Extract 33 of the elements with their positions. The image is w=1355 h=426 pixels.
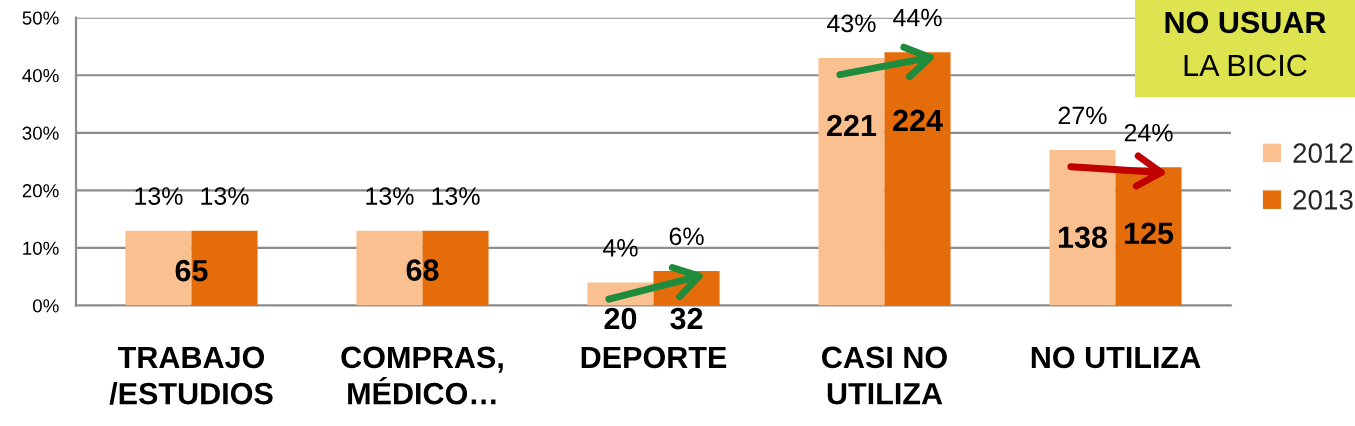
- data-label: 4%: [602, 239, 638, 257]
- legend-label: 2013: [1293, 190, 1353, 210]
- x-tick-label: DEPORTE: [581, 346, 727, 369]
- annotation: 221: [827, 114, 877, 137]
- y-tick-label: 30%: [22, 126, 59, 140]
- annotation: 138: [1058, 226, 1108, 249]
- chart-title: NO USUAR: [1165, 11, 1326, 34]
- x-tick-label: NO UTILIZA: [1031, 346, 1201, 369]
- data-label: 13%: [432, 187, 480, 205]
- y-tick-label: 0%: [32, 299, 59, 313]
- data-label: 13%: [201, 187, 249, 205]
- x-tick-label: TRABAJO /ESTUDIOS: [109, 346, 273, 405]
- x-tick-label: CASI NO UTILIZA: [822, 346, 947, 405]
- annotation: 65: [175, 259, 208, 282]
- annotation: 224: [893, 109, 943, 131]
- y-tick-label: 40%: [22, 68, 59, 83]
- y-tick-label: 10%: [23, 241, 59, 255]
- data-label: 24%: [1124, 123, 1173, 142]
- legend-label: 2012: [1293, 143, 1353, 163]
- data-label: 43%: [827, 14, 876, 33]
- data-label: 13%: [135, 187, 183, 205]
- x-tick-label: COMPRAS, MÉDICO…: [341, 346, 503, 405]
- data-label: 13%: [366, 187, 414, 205]
- data-label: 6%: [669, 227, 704, 246]
- text: LA BICIC: [1184, 54, 1307, 77]
- annotation: 68: [406, 259, 439, 281]
- annotation: 32: [670, 307, 703, 330]
- data-label: 44%: [893, 8, 942, 27]
- y-tick-label: 50%: [22, 11, 59, 25]
- y-tick-label: 20%: [22, 184, 59, 198]
- annotation: 125: [1124, 222, 1174, 245]
- annotation: 20: [604, 307, 637, 330]
- data-label: 27%: [1058, 106, 1107, 125]
